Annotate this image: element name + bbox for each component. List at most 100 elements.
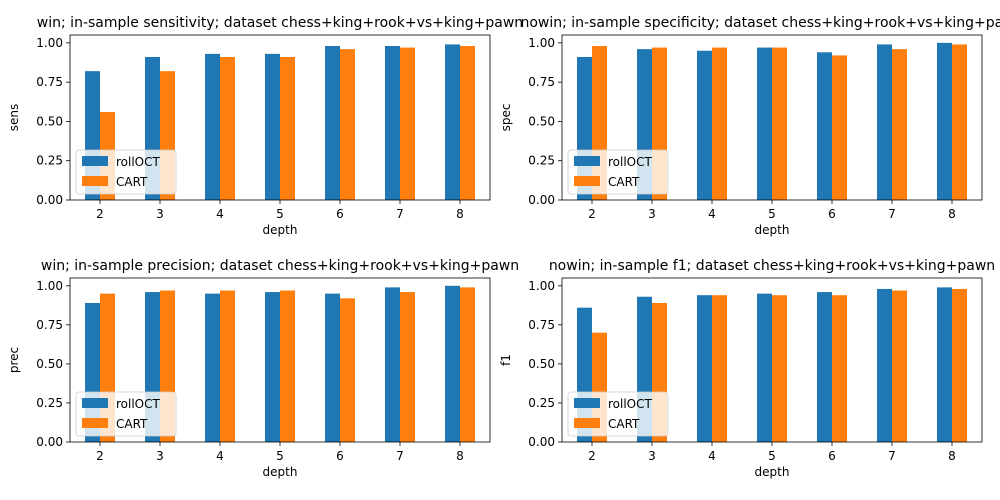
x-tick-label: 7 xyxy=(888,449,896,463)
y-tick-label: 0.50 xyxy=(36,357,63,371)
x-axis-label: depth xyxy=(755,223,790,237)
y-tick-label: 0.25 xyxy=(36,396,63,410)
bar-rollOCT-6 xyxy=(817,52,832,201)
bar-rollOCT-5 xyxy=(265,53,280,200)
x-tick-label: 5 xyxy=(276,207,284,221)
x-tick-label: 3 xyxy=(648,207,656,221)
chart-title: win; in-sample sensitivity; dataset ches… xyxy=(37,15,523,31)
x-tick-label: 3 xyxy=(156,449,164,463)
y-tick-label: 0.50 xyxy=(528,357,555,371)
x-tick-label: 6 xyxy=(828,449,836,463)
bar-CART-5 xyxy=(280,290,295,442)
y-tick-label: 1.00 xyxy=(36,279,63,293)
y-tick-label: 0.50 xyxy=(36,114,63,128)
y-axis-label: spec xyxy=(499,104,513,132)
legend-swatch-rollOCT xyxy=(574,398,600,408)
y-tick-label: 0.75 xyxy=(36,318,63,332)
bar-CART-5 xyxy=(772,47,787,201)
y-tick-label: 0.25 xyxy=(528,154,555,168)
bar-CART-6 xyxy=(340,298,355,442)
y-tick-label: 1.00 xyxy=(528,279,555,293)
x-axis-label: depth xyxy=(263,465,298,479)
legend-swatch-rollOCT xyxy=(82,156,108,166)
x-tick-label: 6 xyxy=(336,449,344,463)
x-tick-label: 5 xyxy=(276,449,284,463)
bar-CART-5 xyxy=(772,295,787,442)
legend-swatch-CART xyxy=(82,176,108,186)
y-tick-label: 0.00 xyxy=(36,435,63,449)
bar-CART-8 xyxy=(952,44,967,200)
bar-CART-7 xyxy=(400,47,415,201)
bar-rollOCT-4 xyxy=(697,295,712,442)
y-tick-label: 0.75 xyxy=(528,75,555,89)
bar-CART-8 xyxy=(460,46,475,200)
bar-rollOCT-4 xyxy=(205,53,220,200)
bar-rollOCT-5 xyxy=(757,47,772,201)
y-tick-label: 0.00 xyxy=(36,193,63,207)
legend-label-rollOCT: rollOCT xyxy=(608,397,653,411)
y-tick-label: 0.00 xyxy=(528,435,555,449)
x-tick-label: 7 xyxy=(396,207,404,221)
y-tick-label: 0.75 xyxy=(36,75,63,89)
bar-CART-6 xyxy=(340,49,355,201)
bar-CART-4 xyxy=(712,47,727,201)
subplot-2: nowin; in-sample specificity; dataset ch… xyxy=(499,15,1000,237)
bar-CART-7 xyxy=(892,49,907,201)
y-axis-label: sens xyxy=(7,104,21,132)
legend: rollOCT CART xyxy=(75,149,177,195)
bar-rollOCT-6 xyxy=(817,292,832,442)
legend-swatch-CART xyxy=(82,418,108,428)
x-tick-label: 7 xyxy=(888,207,896,221)
legend-label-rollOCT: rollOCT xyxy=(608,155,653,169)
y-tick-label: 1.00 xyxy=(36,36,63,50)
x-tick-label: 3 xyxy=(156,207,164,221)
bar-CART-4 xyxy=(220,57,235,200)
legend-label-CART: CART xyxy=(608,417,640,431)
bar-rollOCT-7 xyxy=(877,288,892,442)
x-tick-label: 4 xyxy=(708,449,716,463)
legend: rollOCT CART xyxy=(567,391,669,437)
x-tick-label: 2 xyxy=(96,449,104,463)
x-tick-label: 6 xyxy=(828,207,836,221)
bar-CART-8 xyxy=(952,288,967,442)
chart-title: win; in-sample precision; dataset chess+… xyxy=(41,258,519,274)
bar-CART-6 xyxy=(832,295,847,442)
legend-label-rollOCT: rollOCT xyxy=(116,397,161,411)
bar-rollOCT-8 xyxy=(937,42,952,200)
y-tick-label: 1.00 xyxy=(528,36,555,50)
x-tick-label: 8 xyxy=(948,207,956,221)
legend-swatch-CART xyxy=(574,418,600,428)
legend-label-CART: CART xyxy=(116,175,148,189)
x-tick-label: 4 xyxy=(216,207,224,221)
bar-CART-6 xyxy=(832,55,847,200)
legend-label-CART: CART xyxy=(116,417,148,431)
subplot-1: win; in-sample sensitivity; dataset ches… xyxy=(7,15,523,237)
legend: rollOCT CART xyxy=(567,149,669,195)
x-tick-label: 8 xyxy=(456,207,464,221)
bar-rollOCT-5 xyxy=(757,293,772,442)
bar-rollOCT-6 xyxy=(325,46,340,200)
y-tick-label: 0.50 xyxy=(528,114,555,128)
legend-label-rollOCT: rollOCT xyxy=(116,155,161,169)
chart-title: nowin; in-sample f1; dataset chess+king+… xyxy=(549,258,995,274)
bar-rollOCT-7 xyxy=(385,287,400,442)
bar-CART-4 xyxy=(220,290,235,442)
x-tick-label: 8 xyxy=(948,449,956,463)
x-tick-label: 5 xyxy=(768,207,776,221)
x-tick-label: 2 xyxy=(588,207,596,221)
x-tick-label: 5 xyxy=(768,449,776,463)
subplot-4: nowin; in-sample f1; dataset chess+king+… xyxy=(499,258,995,479)
bar-rollOCT-7 xyxy=(877,44,892,200)
bar-CART-7 xyxy=(892,290,907,442)
legend-swatch-rollOCT xyxy=(574,156,600,166)
y-tick-label: 0.25 xyxy=(36,154,63,168)
legend-swatch-CART xyxy=(574,176,600,186)
x-tick-label: 2 xyxy=(588,449,596,463)
x-tick-label: 4 xyxy=(708,207,716,221)
bar-CART-7 xyxy=(400,292,415,442)
x-tick-label: 8 xyxy=(456,449,464,463)
bar-rollOCT-8 xyxy=(445,44,460,200)
legend-swatch-rollOCT xyxy=(82,398,108,408)
x-tick-label: 3 xyxy=(648,449,656,463)
x-axis-label: depth xyxy=(263,223,298,237)
